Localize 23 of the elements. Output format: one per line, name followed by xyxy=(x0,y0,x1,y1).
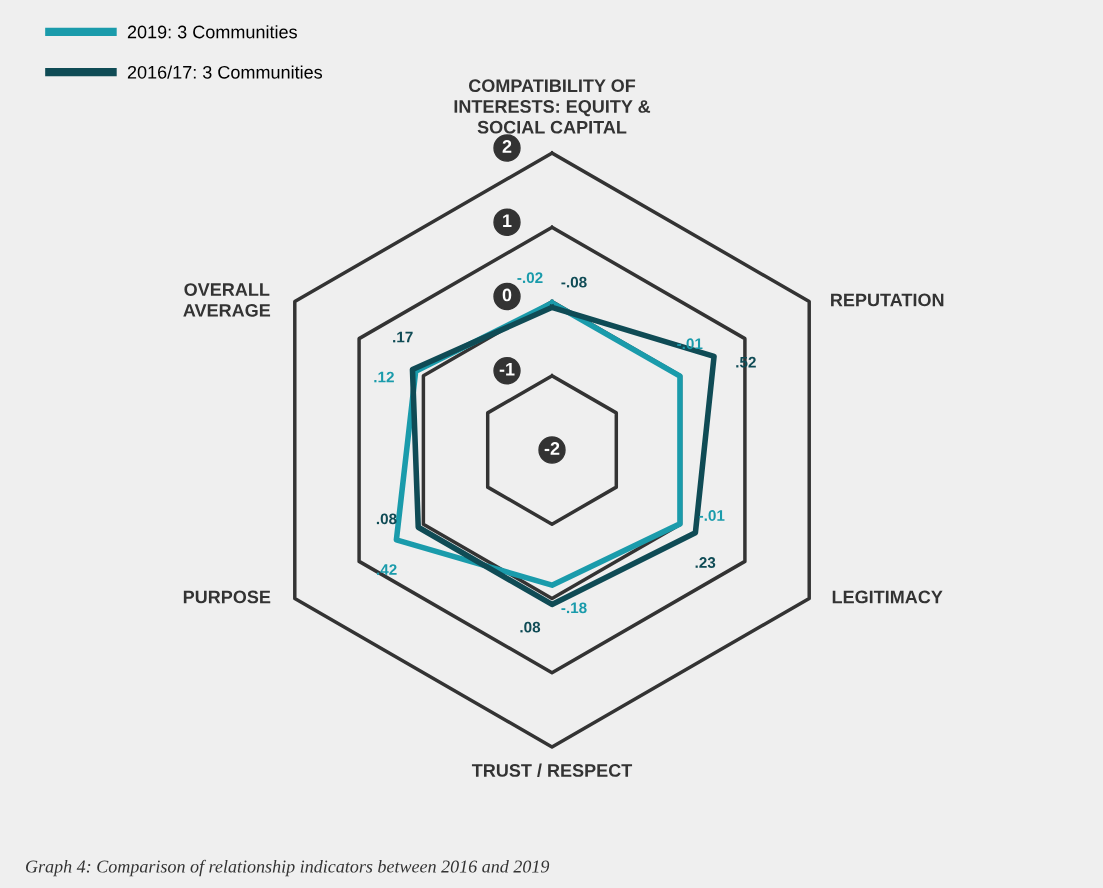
y-tick-label: 0 xyxy=(502,288,512,302)
data-label: -.01 xyxy=(677,338,703,350)
data-label: .17 xyxy=(393,331,413,343)
legend-label: 2016/17: 3 Communities xyxy=(127,65,323,79)
spoke-label: TRUST / RESPECT xyxy=(471,763,633,778)
data-label: -.18 xyxy=(561,602,587,614)
spoke-label: LEGITIMACY xyxy=(832,590,943,604)
legend-label: 2019: 3 Communities xyxy=(127,25,297,39)
spoke-label: PURPOSE xyxy=(183,590,271,604)
spoke-label: OVERALL AVERAGE xyxy=(183,283,271,317)
spoke-label: COMPATIBILITY OF INTERESTS: EQUITY & SOCIAL CAPITAL xyxy=(454,79,651,134)
data-label: -.08 xyxy=(561,276,587,288)
data-label: .08 xyxy=(520,621,541,633)
y-tick-label: 2 xyxy=(502,140,512,153)
data-label: .23 xyxy=(695,557,716,568)
y-tick-label: -2 xyxy=(544,442,560,455)
data-label: -.02 xyxy=(517,272,543,284)
spoke-label: REPUTATION xyxy=(831,293,944,307)
data-label: .42 xyxy=(377,564,397,575)
y-tick-label: 1 xyxy=(503,214,512,227)
y-tick-label: -1 xyxy=(499,363,515,376)
caption: Graph 4: Comparison of relationship indicators between 2016 and 2019 xyxy=(26,859,550,877)
data-label: .12 xyxy=(374,371,394,383)
